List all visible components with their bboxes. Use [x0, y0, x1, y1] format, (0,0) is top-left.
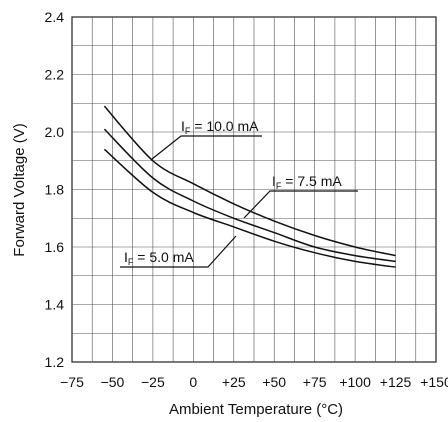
x-tick-label: +150: [420, 374, 448, 390]
y-tick-label: 2.4: [45, 9, 65, 25]
y-tick-label: 1.8: [45, 182, 65, 198]
y-tick-label: 2.2: [45, 67, 65, 83]
leader-5ma: [120, 235, 237, 268]
curve-if-5ma: [103, 148, 396, 268]
y-tick-label: 1.4: [45, 297, 65, 313]
curve-if-10ma: [103, 105, 396, 257]
annotation-leaders: [120, 135, 358, 268]
x-tick-label: +50: [262, 374, 286, 390]
x-tick-label: −50: [101, 374, 125, 390]
x-tick-labels: −75 −50 −25 0 +25 +50 +75 +100 +125 +150: [60, 374, 448, 390]
y-tick-label: 1.6: [45, 239, 65, 255]
x-tick-label: −25: [141, 374, 165, 390]
x-tick-label: +100: [339, 374, 371, 390]
y-tick-label: 2.0: [45, 124, 65, 140]
series-label-7-5ma: IF = 7.5 mA: [272, 173, 342, 191]
x-tick-label: −75: [60, 374, 84, 390]
series-label-10ma: IF = 10.0 mA: [181, 118, 259, 136]
x-tick-label: +75: [303, 374, 327, 390]
leader-7-5ma: [243, 190, 358, 219]
x-tick-label: +125: [380, 374, 412, 390]
curves: [103, 105, 396, 268]
y-tick-labels: 1.2 1.4 1.6 1.8 2.0 2.2 2.4: [45, 9, 65, 370]
x-tick-label: 0: [189, 374, 197, 390]
curve-if-7-5ma: [103, 128, 396, 263]
y-tick-label: 1.2: [45, 354, 65, 370]
series-label-5ma: IF = 5.0 mA: [124, 249, 194, 267]
y-axis-title: Forward Voltage (V): [11, 123, 28, 256]
x-axis-title: Ambient Temperature (°C): [169, 401, 343, 418]
x-tick-label: +25: [222, 374, 246, 390]
leader-10ma: [151, 135, 262, 160]
grid: [71, 16, 437, 363]
